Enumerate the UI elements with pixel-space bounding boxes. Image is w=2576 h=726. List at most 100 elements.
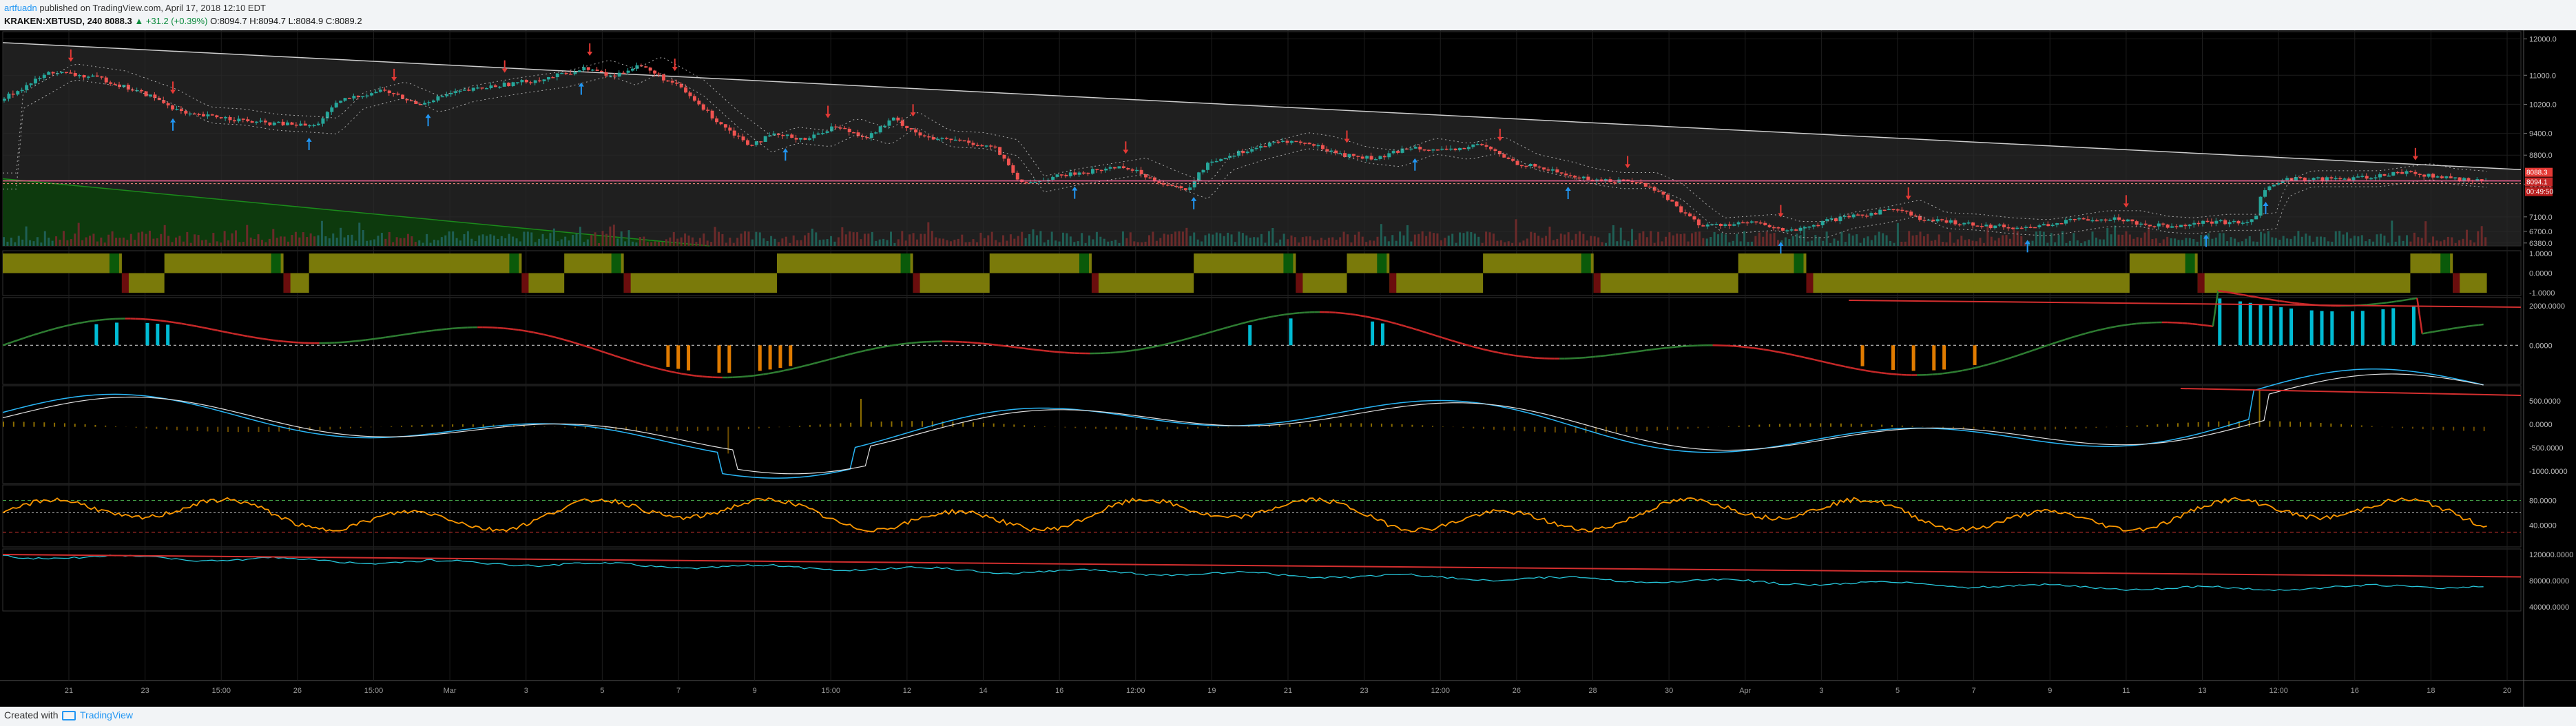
osc2-histogram-bar [717, 345, 721, 373]
osc-area-red [913, 273, 920, 293]
candle-body [1842, 216, 1847, 217]
volume-bar [1347, 234, 1349, 246]
volume-bar [1287, 239, 1289, 246]
volume-bar [830, 236, 833, 246]
osc3-histogram-bar [1493, 426, 1495, 430]
candle-body [1533, 164, 1537, 167]
candle-body [1082, 172, 1086, 174]
candle-body [821, 132, 825, 134]
candle-body [891, 117, 895, 121]
candle-body [1665, 194, 1670, 200]
osc2-line [579, 343, 585, 347]
osc2-line [2396, 300, 2402, 302]
osc2-line [1049, 350, 1055, 353]
pane-frame-4 [2, 484, 2522, 548]
volume-bar [2465, 229, 2468, 246]
volume-bar [1803, 225, 1806, 246]
candle-body [1139, 169, 1143, 175]
osc2-line [681, 373, 687, 376]
candle-body [445, 94, 449, 96]
volume-bar [1429, 231, 1431, 246]
volume-bar [1676, 234, 1679, 246]
osc2-line [2381, 302, 2387, 304]
osc3-histogram-bar [2371, 426, 2373, 427]
candle-body [2391, 172, 2396, 176]
volume-bar [85, 237, 87, 246]
volume-bar [10, 238, 12, 246]
candle-body [1077, 172, 1081, 175]
volume-bar [2379, 234, 2382, 246]
osc2-line [222, 330, 228, 333]
osc2-line [1452, 340, 1458, 344]
osc2-line [906, 342, 912, 344]
candle-body [1714, 224, 1718, 225]
volume-bar [1885, 235, 1888, 246]
volume-bar [1125, 238, 1128, 246]
author-link[interactable]: artfuadn [4, 3, 37, 13]
osc3-histogram-bar [227, 426, 229, 433]
candle-body [608, 75, 612, 77]
osc-area-green [1079, 253, 1089, 273]
volume-bar [1956, 239, 1959, 246]
chart-svg[interactable]: 21 23 15:00 26 15:00 Mar 3 5 7 9 15:00 12 14 16 12:00 1… [0, 30, 2576, 712]
osc2-line [1829, 362, 1836, 366]
volume-bar [1664, 236, 1667, 246]
osc3-histogram-bar [615, 426, 617, 431]
candle-body [427, 102, 431, 103]
volume-bar [725, 242, 727, 246]
candle-body [224, 116, 228, 118]
candle-body [467, 90, 471, 91]
volume-bar [1601, 242, 1603, 246]
volume-bar [2073, 233, 2075, 246]
volume-bar [523, 231, 526, 246]
wedge-shade [3, 42, 2521, 246]
candle-body [1891, 209, 1895, 211]
chart-area[interactable]: 21 23 15:00 26 15:00 Mar 3 5 7 9 15:00 12 14 16 12:00 1… [0, 30, 2576, 712]
candle-body [1325, 149, 1329, 152]
candle-body [1475, 144, 1479, 145]
candle-body [560, 72, 564, 74]
osc-area-olive [623, 273, 777, 293]
volume-bar [2402, 240, 2404, 246]
candle-body [2298, 177, 2303, 178]
candle-body [520, 80, 524, 83]
candle-body [56, 73, 60, 74]
volume-bar [1017, 236, 1019, 246]
osc2-line [2024, 351, 2030, 355]
osc3-histogram-bar [1146, 426, 1148, 430]
candle-body [2294, 177, 2298, 181]
candle-body [1798, 227, 1803, 231]
candle-body [1267, 143, 1271, 147]
tradingview-brand[interactable]: TradingView [62, 709, 133, 721]
osc3-histogram-bar [2238, 421, 2240, 427]
osc3-histogram-bar [1309, 424, 1311, 427]
osc2-line [1860, 369, 1867, 372]
volume-bar [2323, 237, 2326, 246]
y-tick-label: 11000.0 [2529, 72, 2556, 80]
volume-bar [1586, 240, 1588, 246]
volume-bar [946, 240, 948, 246]
osc2-line [1258, 317, 1264, 320]
volume-bar [1028, 234, 1031, 246]
osc2-histogram-bar [2411, 305, 2416, 346]
candle-body [697, 101, 701, 105]
osc-area-green [1794, 253, 1804, 273]
candle-body [1303, 143, 1307, 144]
osc-area-red [1091, 273, 1099, 293]
osc2-line [1651, 348, 1657, 351]
volume-bar [2166, 236, 2169, 246]
osc2-histogram-bar [1860, 345, 1865, 366]
osc2-line [1370, 316, 1376, 320]
osc2-histogram-bar [1371, 321, 1375, 346]
candle-body [2196, 222, 2201, 225]
candle-body [1913, 215, 1918, 217]
candle-body [3, 98, 6, 101]
osc2-line [8, 341, 14, 344]
osc-area-green [900, 253, 911, 273]
osc2-line [53, 326, 59, 330]
volume-bar [612, 225, 615, 246]
volume-bar [1867, 236, 1869, 246]
volume-bar [1537, 236, 1540, 246]
volume-bar [362, 230, 364, 246]
buy-signal-head [2203, 234, 2209, 239]
